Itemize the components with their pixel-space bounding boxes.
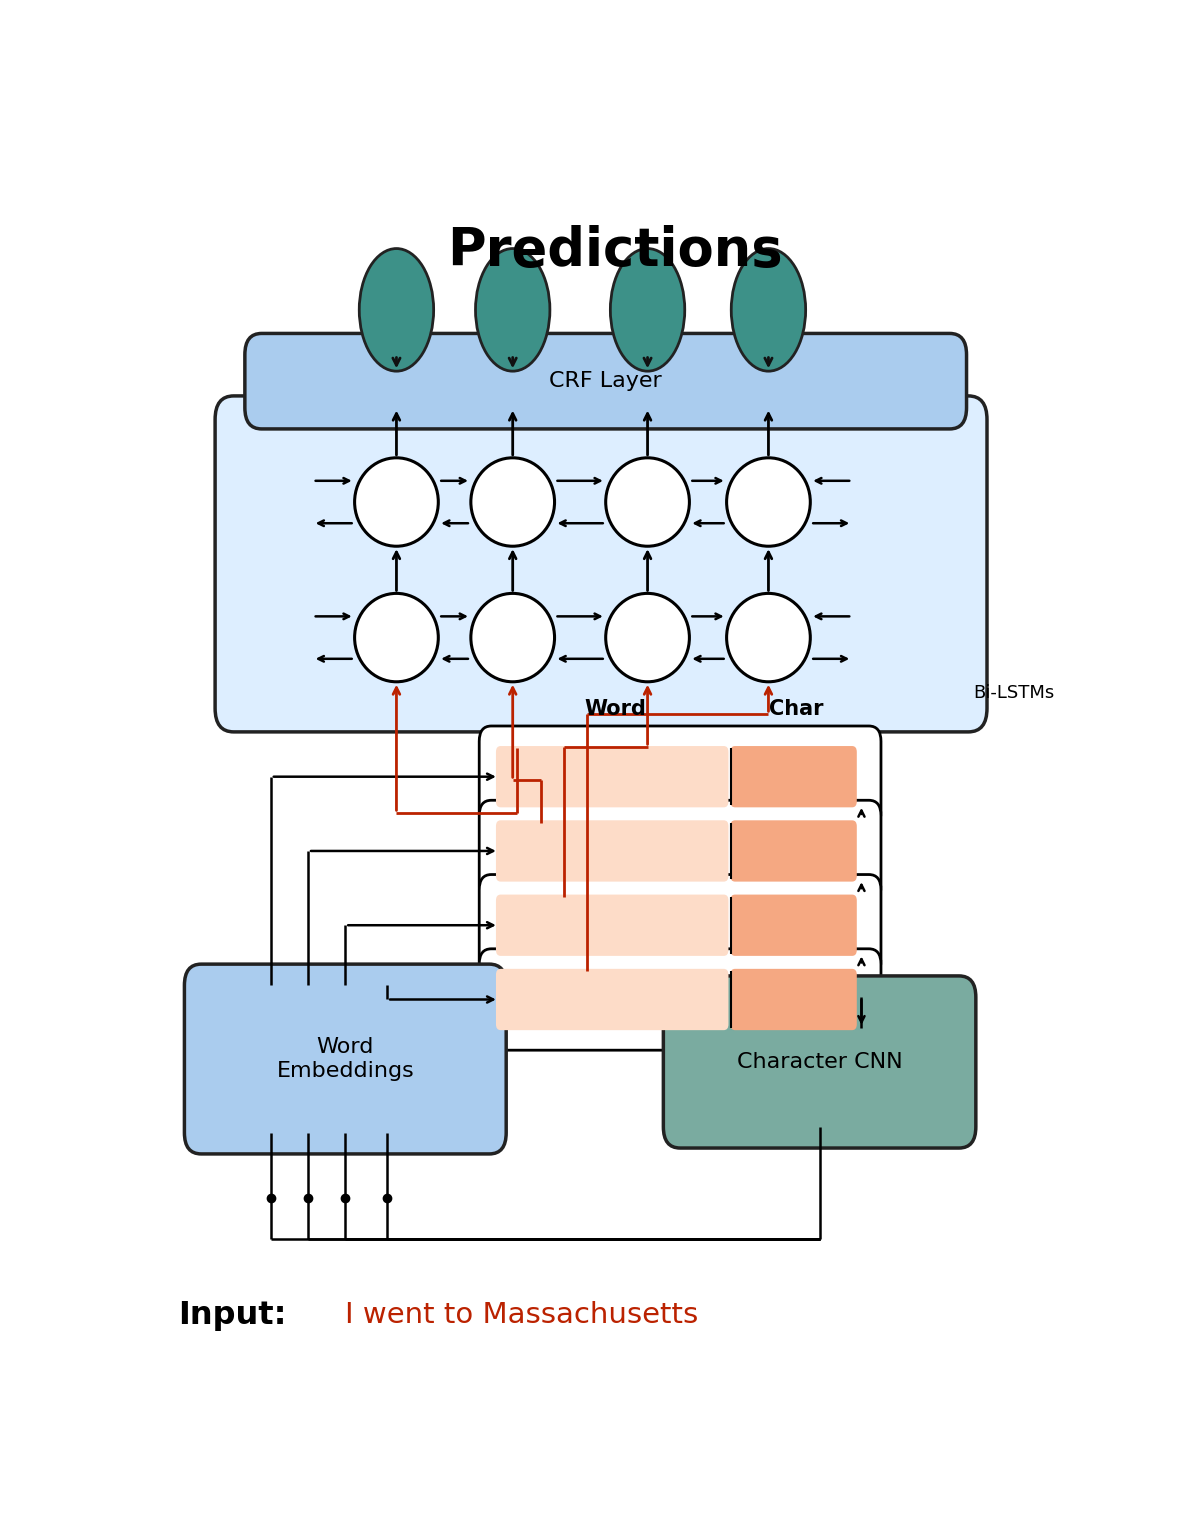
Ellipse shape [731,248,805,371]
FancyBboxPatch shape [496,746,728,807]
Text: CRF Layer: CRF Layer [550,371,662,392]
Text: I went to Massachusetts: I went to Massachusetts [346,1301,698,1329]
Ellipse shape [726,594,810,681]
FancyBboxPatch shape [664,975,976,1148]
FancyBboxPatch shape [479,801,881,902]
FancyBboxPatch shape [215,397,986,732]
Text: Bi-LSTMs: Bi-LSTMs [973,684,1055,703]
Ellipse shape [606,594,689,681]
FancyBboxPatch shape [185,965,506,1154]
FancyBboxPatch shape [479,949,881,1050]
FancyBboxPatch shape [479,726,881,827]
Text: Word
Embeddings: Word Embeddings [276,1038,414,1081]
FancyBboxPatch shape [479,874,881,975]
FancyBboxPatch shape [245,334,966,429]
Text: Character CNN: Character CNN [737,1052,902,1072]
FancyBboxPatch shape [496,894,728,955]
Text: Predictions: Predictions [448,225,782,277]
Text: Char: Char [769,700,823,720]
Ellipse shape [475,248,550,371]
FancyBboxPatch shape [731,821,857,882]
FancyBboxPatch shape [731,746,857,807]
FancyBboxPatch shape [731,969,857,1030]
FancyBboxPatch shape [496,969,728,1030]
Ellipse shape [470,458,554,547]
Ellipse shape [359,248,433,371]
Ellipse shape [355,458,438,547]
Text: Word: Word [584,700,646,720]
Ellipse shape [606,458,689,547]
Text: Input:: Input: [178,1300,287,1330]
Ellipse shape [726,458,810,547]
FancyBboxPatch shape [731,894,857,955]
Ellipse shape [355,594,438,681]
Ellipse shape [470,594,554,681]
Ellipse shape [611,248,685,371]
FancyBboxPatch shape [496,821,728,882]
